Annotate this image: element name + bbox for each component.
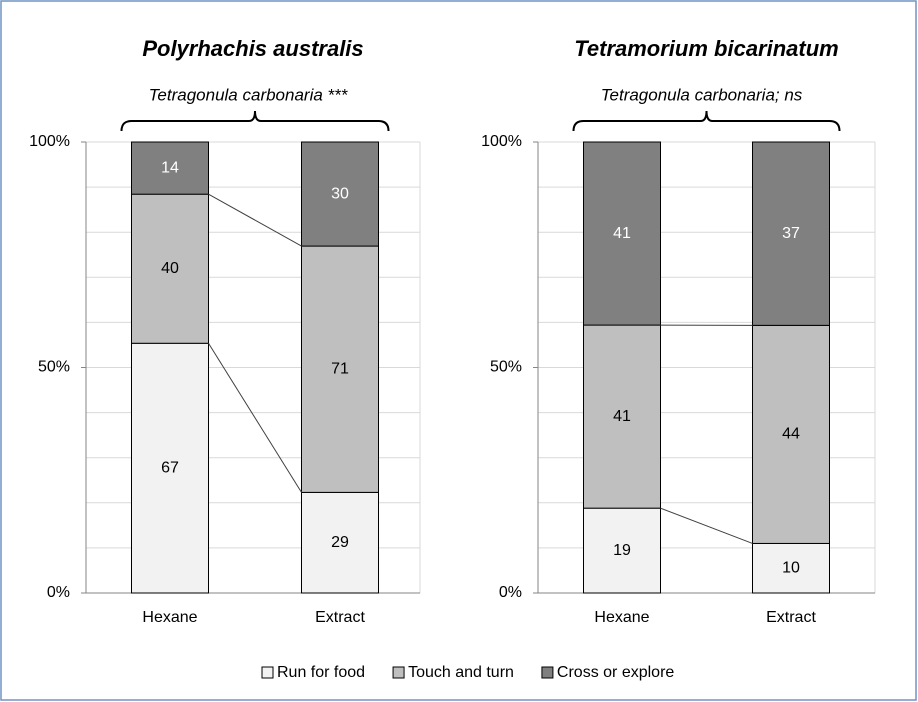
bar-segment xyxy=(752,324,830,544)
y-tick-label: 50% xyxy=(38,359,70,376)
y-tick-label: 0% xyxy=(47,584,70,601)
x-tick-label: Extract xyxy=(315,609,365,626)
legend-swatch xyxy=(261,666,274,679)
data-label: 19 xyxy=(613,542,631,559)
y-tick-label: 100% xyxy=(29,133,70,150)
data-label: 30 xyxy=(331,185,349,202)
brace xyxy=(120,110,390,132)
bar-segment xyxy=(301,141,379,247)
data-label: 44 xyxy=(782,426,800,443)
chart-subtitle: Tetragonula carbonaria *** xyxy=(149,85,349,104)
data-label: 14 xyxy=(161,159,179,176)
y-tick-label: 0% xyxy=(499,584,522,601)
bar-segment xyxy=(583,141,661,326)
x-tick-label: Extract xyxy=(766,609,816,626)
bar-segment xyxy=(752,542,830,594)
data-label: 41 xyxy=(613,408,631,425)
bar-segment xyxy=(301,245,379,493)
bar-segment xyxy=(583,507,661,594)
connector xyxy=(208,193,302,247)
data-label: 37 xyxy=(782,225,800,242)
connector xyxy=(208,343,302,493)
chart-subtitle: Tetragonula carbonaria; ns xyxy=(601,85,803,104)
data-label: 67 xyxy=(161,459,179,476)
x-tick-label: Hexane xyxy=(142,609,197,626)
legend-swatch xyxy=(541,666,554,679)
legend-label: Cross or explore xyxy=(557,664,674,681)
data-label: 10 xyxy=(782,559,800,576)
bar-segment xyxy=(583,324,661,509)
y-tick-label: 100% xyxy=(481,133,522,150)
data-label: 40 xyxy=(161,260,179,277)
data-label: 71 xyxy=(331,360,349,377)
bar-segment xyxy=(752,141,830,326)
legend-label: Touch and turn xyxy=(408,664,514,681)
chart-title: Polyrhachis australis xyxy=(142,36,363,61)
data-label: 29 xyxy=(331,534,349,551)
y-tick-label: 50% xyxy=(490,359,522,376)
legend-swatch xyxy=(392,666,405,679)
data-label: 41 xyxy=(613,225,631,242)
legend-label: Run for food xyxy=(277,664,365,681)
chart-title: Tetramorium bicarinatum xyxy=(574,36,838,61)
connector xyxy=(660,507,753,544)
brace xyxy=(572,110,841,132)
bar-segment xyxy=(131,141,209,195)
bar-segment xyxy=(301,491,379,594)
x-tick-label: Hexane xyxy=(594,609,649,626)
